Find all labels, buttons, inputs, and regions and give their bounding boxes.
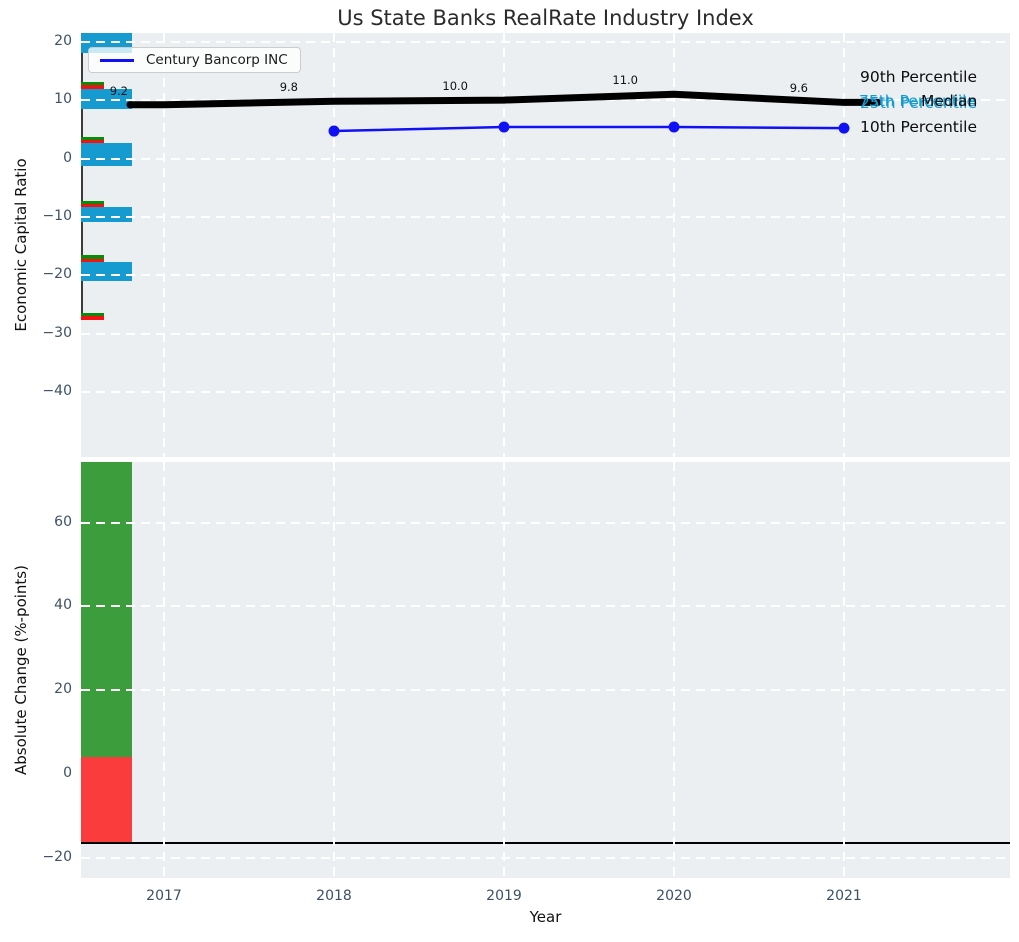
company-line-layer (328, 121, 850, 137)
gridline-horizontal (81, 521, 1010, 524)
cap-10th-percentile (81, 316, 104, 320)
cap-10th-percentile (81, 258, 104, 263)
cap-90th-percentile (81, 200, 104, 205)
median-value-annotation: 11.0 (612, 73, 638, 88)
company-data-point (668, 121, 680, 133)
legend-label: Century Bancorp INC (146, 52, 288, 68)
whisker-line (81, 109, 83, 137)
bottom-plot-area (81, 462, 1010, 878)
whisker-line (81, 52, 83, 83)
label-10th-percentile: 10th Percentile (860, 118, 978, 136)
median-value-annotation: 10.0 (442, 79, 468, 94)
top-y-tick: −40 (42, 383, 72, 400)
gridline-horizontal (81, 40, 1010, 43)
label-median: Median (921, 92, 978, 110)
x-tick: 2020 (656, 888, 692, 904)
percentile-box (81, 88, 132, 110)
whisker-line (81, 281, 83, 313)
median-line (126, 90, 882, 109)
top-y-tick: −10 (42, 207, 72, 224)
top-y-tick: 10 (54, 91, 72, 108)
x-tick: 2019 (486, 888, 522, 904)
gridline-horizontal (81, 605, 1010, 608)
cap-90th-percentile (81, 255, 104, 259)
gridline-vertical (673, 462, 675, 878)
gridline-vertical (843, 33, 845, 457)
top-y-tick: −20 (42, 266, 72, 283)
change-bar-2021 (81, 757, 132, 843)
x-axis-label: Year (529, 908, 562, 926)
whisker-line (81, 222, 83, 256)
cap-10th-percentile (81, 85, 104, 89)
bottom-y-tick: −20 (42, 848, 72, 865)
chart-title: Us State Banks RealRate Industry Index (337, 6, 754, 30)
legend: Century Bancorp INC (88, 47, 301, 73)
gridline-vertical (673, 33, 675, 457)
gridline-horizontal (81, 856, 1010, 859)
gridline-horizontal (81, 689, 1010, 692)
median-value-annotation: 9.6 (789, 81, 808, 96)
gridline-vertical (503, 33, 505, 457)
top-y-tick: 20 (54, 32, 72, 49)
gridline-horizontal (81, 332, 1010, 335)
company-data-point (498, 121, 510, 133)
cap-10th-percentile (81, 204, 104, 208)
legend-line-sample (100, 58, 134, 62)
gridline-horizontal (81, 391, 1010, 394)
median-line-layer (126, 90, 882, 109)
x-tick: 2017 (146, 888, 182, 904)
top-plot-area: 9.2 9.8 10.0 11.0 9.6 (81, 33, 1010, 457)
bottom-y-tick: 60 (54, 513, 72, 530)
gridline-vertical (333, 462, 335, 878)
gridline-vertical (163, 33, 165, 457)
median-value-annotation: 9.2 (109, 83, 128, 98)
cap-90th-percentile (81, 312, 104, 317)
label-90th-percentile: 90th Percentile (860, 68, 978, 86)
bottom-y-tick: 0 (63, 765, 72, 781)
percentile-box (81, 262, 132, 282)
median-value-annotation: 9.8 (279, 80, 298, 95)
cap-90th-percentile (81, 82, 104, 86)
gridline-vertical (333, 33, 335, 457)
top-y-tick: −30 (42, 324, 72, 341)
gridline-vertical (163, 462, 165, 878)
cap-10th-percentile (81, 140, 104, 144)
label-75th-percentile: 75th Percentile (859, 92, 977, 110)
label-25th-percentile: 25th Percentile (860, 94, 978, 112)
bottom-y-tick: 40 (54, 597, 72, 614)
x-tick: 2018 (316, 888, 352, 904)
top-y-tick: 0 (63, 149, 72, 166)
company-data-point (838, 122, 850, 134)
bottom-y-tick: 20 (54, 681, 72, 698)
cap-90th-percentile (81, 136, 104, 141)
company-data-point (328, 125, 340, 137)
zero-line (81, 842, 1010, 845)
x-tick: 2021 (826, 888, 862, 904)
whisker-line (81, 166, 83, 201)
gridline-horizontal (81, 215, 1010, 218)
gridline-horizontal (81, 157, 1010, 160)
gridline-horizontal (81, 274, 1010, 277)
percentile-box (81, 143, 132, 167)
change-bar-2019 (81, 462, 132, 758)
gridline-vertical (503, 462, 505, 878)
gridline-vertical (843, 462, 845, 878)
company-line (333, 125, 845, 133)
percentile-box (81, 207, 132, 223)
top-y-axis-label: Economic Capital Ratio (12, 158, 30, 332)
